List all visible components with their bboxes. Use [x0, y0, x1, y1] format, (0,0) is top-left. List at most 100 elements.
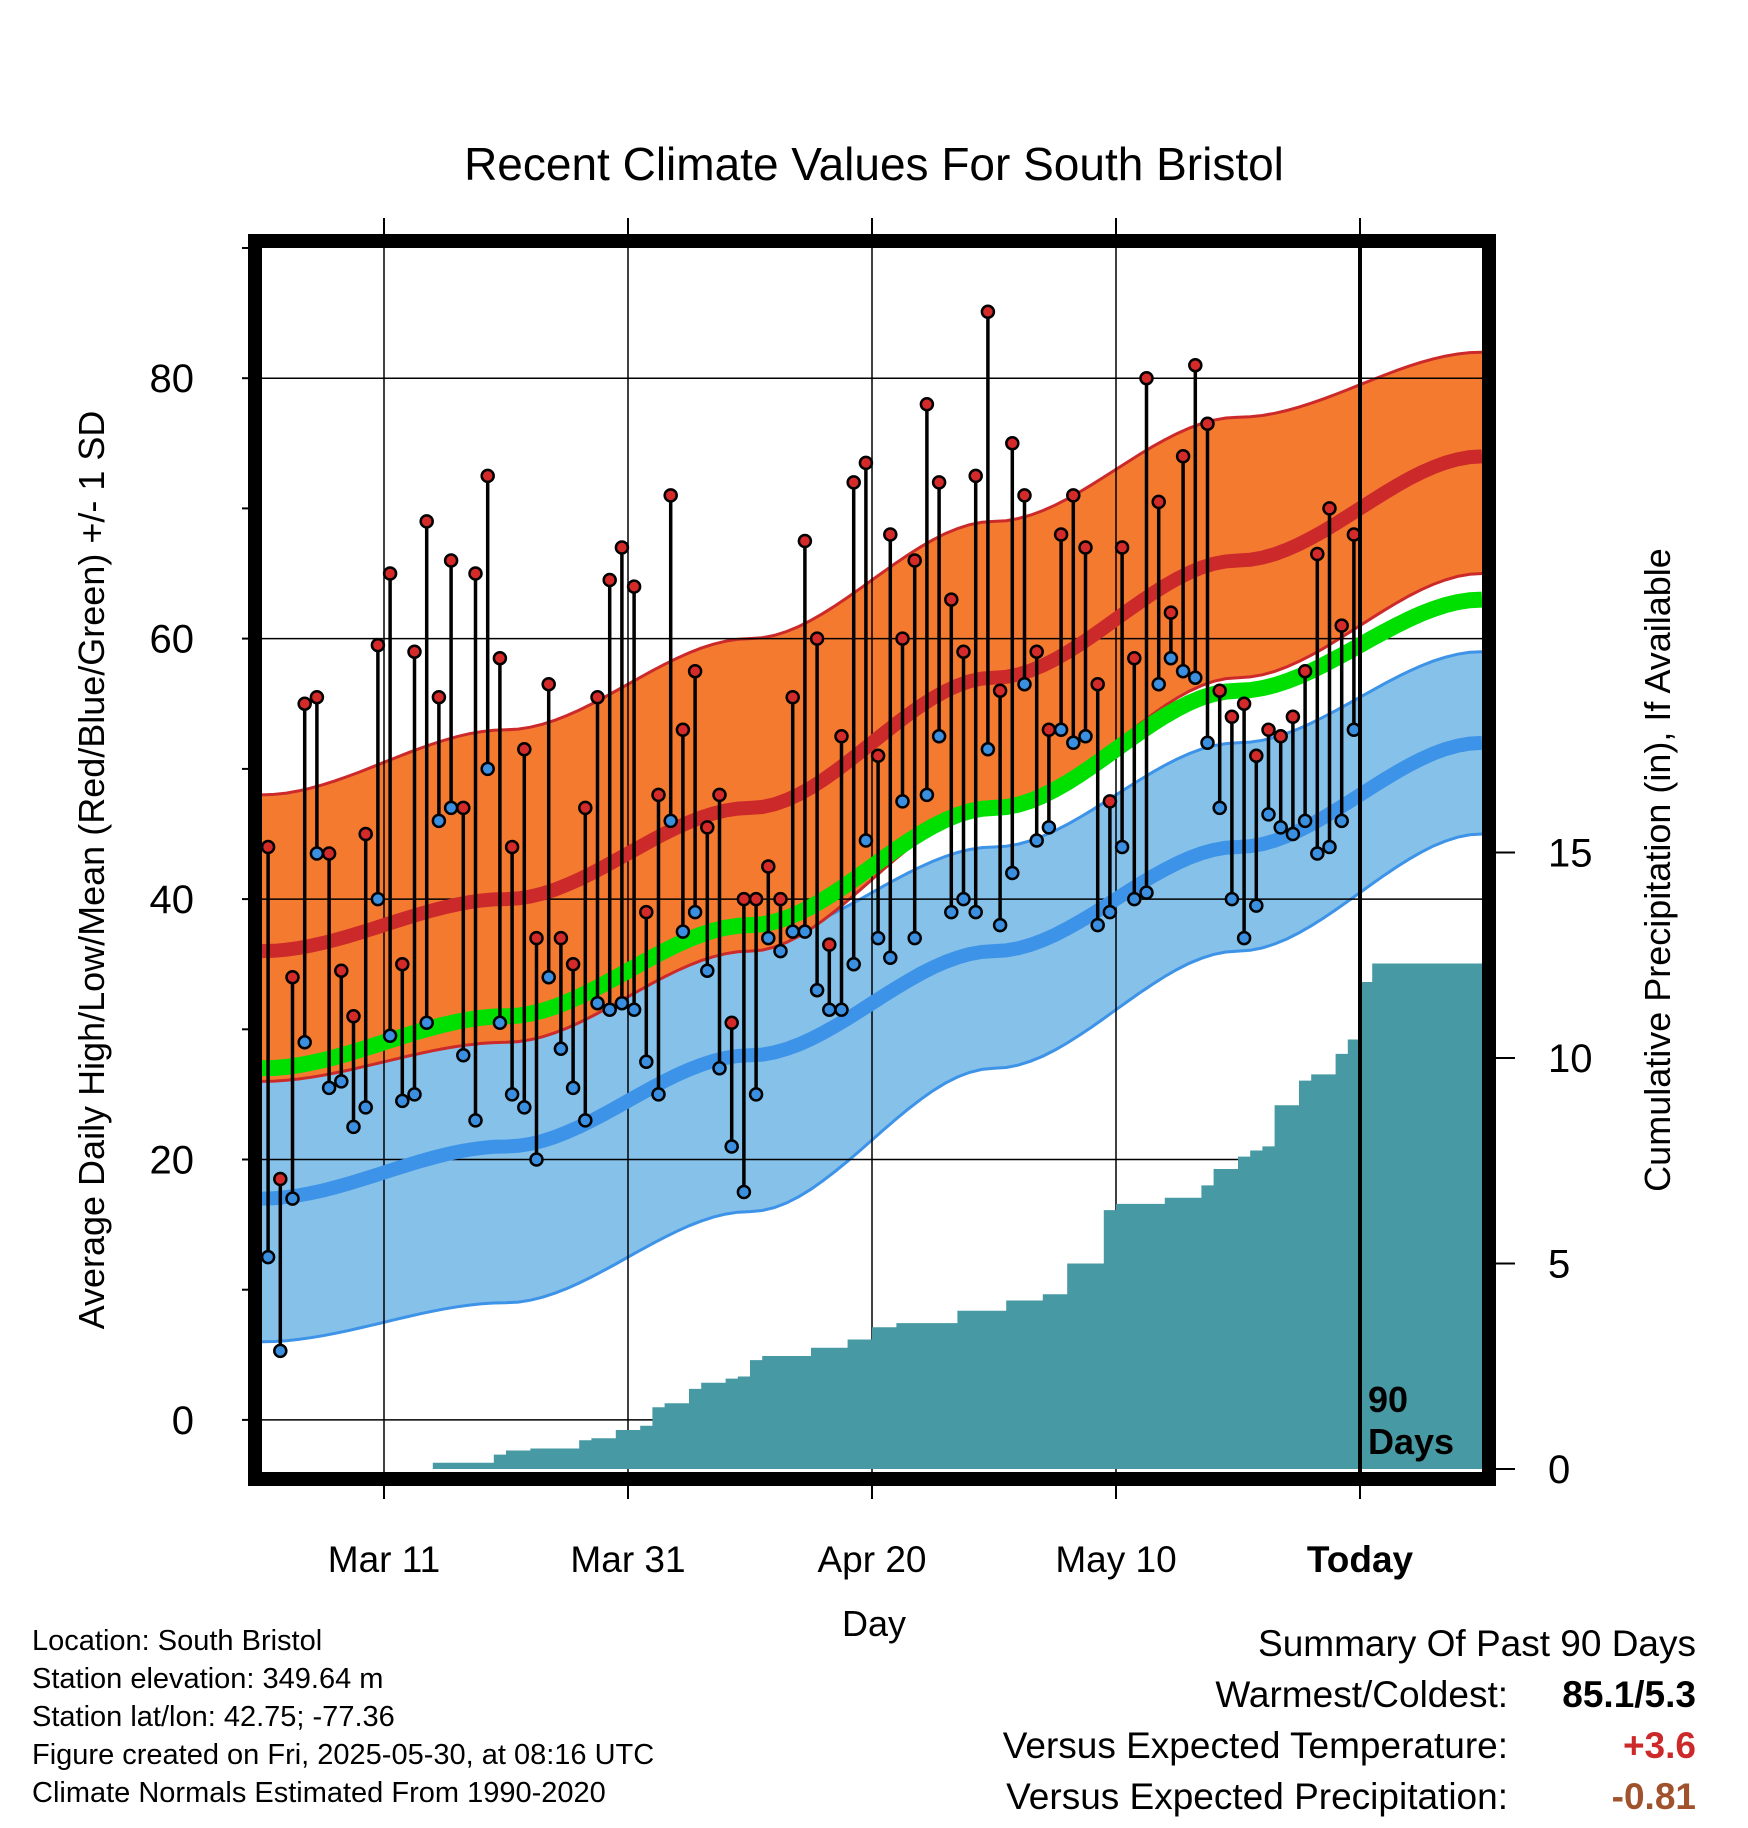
- summary-panel: Summary Of Past 90 Days Warmest/Coldest:…: [1003, 1618, 1696, 1822]
- location-text: Location: South Bristol: [32, 1625, 323, 1657]
- daily-high-point: [553, 930, 569, 946]
- left-axis: 0 20 40 60 80: [150, 247, 255, 1443]
- daily-low-point: [602, 1002, 617, 1017]
- precip-value: -0.81: [1611, 1776, 1696, 1817]
- daily-observations: [262, 304, 1362, 1359]
- daily-low-point: [358, 1100, 373, 1115]
- daily-low-point: [1102, 904, 1118, 920]
- left-tick-label: 60: [150, 618, 195, 662]
- daily-high-point: [285, 969, 300, 985]
- daily-high-point: [517, 742, 532, 757]
- normal-low-line: [262, 735, 1482, 1206]
- daily-low-point: [639, 1054, 654, 1070]
- daily-low-point: [321, 1080, 337, 1096]
- daily-low-point: [431, 813, 447, 829]
- normals-text: Climate Normals Estimated From 1990-2020: [32, 1777, 606, 1809]
- daily-low-point: [504, 1087, 520, 1102]
- daily-low-point: [883, 950, 898, 965]
- daily-low-point: [578, 1113, 593, 1128]
- daily-high-point: [1139, 370, 1154, 386]
- today-days-word: Days: [1368, 1421, 1454, 1462]
- daily-high-point: [931, 475, 947, 490]
- daily-low-point: [944, 904, 959, 920]
- daily-low-point: [1139, 885, 1154, 900]
- precip-label: Versus Expected Precipitation:: [1006, 1776, 1508, 1817]
- daily-low-point: [846, 956, 861, 972]
- right-tick-label: 15: [1548, 832, 1593, 876]
- daily-high-point: [883, 527, 898, 542]
- daily-low-point: [492, 1015, 508, 1031]
- bottom-axis: Mar 11 Mar 31 Apr 20 May 10 Today: [328, 1479, 1414, 1580]
- daily-low-point: [1285, 826, 1301, 842]
- daily-high-point: [773, 891, 788, 907]
- right-tick-label: 10: [1548, 1037, 1593, 1081]
- daily-high-point: [504, 839, 520, 855]
- daily-high-point: [1334, 618, 1349, 633]
- daily-low-point: [809, 982, 825, 998]
- left-tick-label: 0: [172, 1399, 194, 1443]
- daily-low-point: [382, 1028, 398, 1044]
- daily-high-point: [297, 696, 312, 711]
- daily-high-point: [334, 963, 349, 978]
- daily-high-point: [956, 644, 971, 659]
- daily-high-point: [651, 787, 666, 803]
- daily-low-point: [1127, 891, 1142, 907]
- daily-low-point: [553, 1041, 569, 1057]
- x-tick-label: Mar 31: [570, 1539, 685, 1580]
- daily-low-point: [1297, 813, 1313, 829]
- right-tick-label: 5: [1548, 1243, 1570, 1287]
- daily-low-point: [1114, 839, 1130, 855]
- daily-high-point: [858, 455, 874, 471]
- daily-high-point: [700, 820, 715, 835]
- daily-low-point: [285, 1191, 300, 1206]
- left-tick-label: 20: [150, 1139, 195, 1183]
- daily-high-point: [1090, 676, 1105, 692]
- daily-high-point: [1017, 488, 1032, 503]
- daily-low-point: [443, 800, 459, 816]
- daily-low-point: [675, 924, 691, 939]
- daily-high-point: [419, 514, 434, 529]
- daily-high-point: [309, 689, 325, 705]
- daily-high-point: [1224, 709, 1240, 725]
- x-tick-label: Apr 20: [817, 1539, 926, 1580]
- daily-low-point: [1322, 839, 1337, 855]
- daily-high-point: [480, 468, 495, 484]
- daily-low-point: [980, 742, 996, 757]
- daily-low-point: [822, 1002, 837, 1017]
- daily-low-point: [395, 1093, 410, 1109]
- daily-low-point: [1273, 820, 1288, 835]
- daily-low-point: [834, 1002, 849, 1017]
- daily-low-point: [724, 1139, 739, 1154]
- daily-high-point: [944, 592, 959, 607]
- temp-label: Versus Expected Temperature:: [1002, 1725, 1508, 1766]
- daily-high-point: [1151, 494, 1166, 510]
- daily-high-point: [797, 533, 813, 549]
- daily-low-point: [1261, 807, 1276, 822]
- daily-high-point: [785, 689, 800, 705]
- daily-low-point: [626, 1002, 642, 1017]
- daily-high-point: [262, 839, 276, 855]
- normal-mean-lines: [262, 449, 1482, 1206]
- daily-low-point: [1066, 735, 1081, 751]
- daily-low-point: [968, 904, 983, 920]
- daily-high-point: [1188, 357, 1203, 373]
- daily-high-point: [736, 891, 752, 907]
- daily-high-point: [529, 930, 544, 946]
- daily-high-point: [602, 572, 617, 588]
- x-tick-label: Today: [1307, 1539, 1414, 1580]
- daily-high-point: [895, 631, 910, 646]
- daily-high-point: [468, 566, 483, 581]
- created-text: Figure created on Fri, 2025-05-30, at 08…: [32, 1739, 655, 1771]
- chart-title: Recent Climate Values For South Bristol: [464, 138, 1284, 190]
- daily-high-point: [712, 787, 727, 803]
- daily-low-point: [992, 917, 1008, 933]
- daily-high-point: [761, 859, 776, 874]
- left-tick-label: 80: [150, 357, 195, 401]
- daily-high-point: [1078, 540, 1093, 555]
- daily-high-point: [443, 553, 459, 568]
- daily-high-point: [1102, 794, 1118, 809]
- daily-high-point: [382, 566, 398, 581]
- daily-low-point: [407, 1087, 422, 1102]
- daily-low-point: [346, 1119, 361, 1135]
- right-tick-label: 0: [1548, 1448, 1570, 1492]
